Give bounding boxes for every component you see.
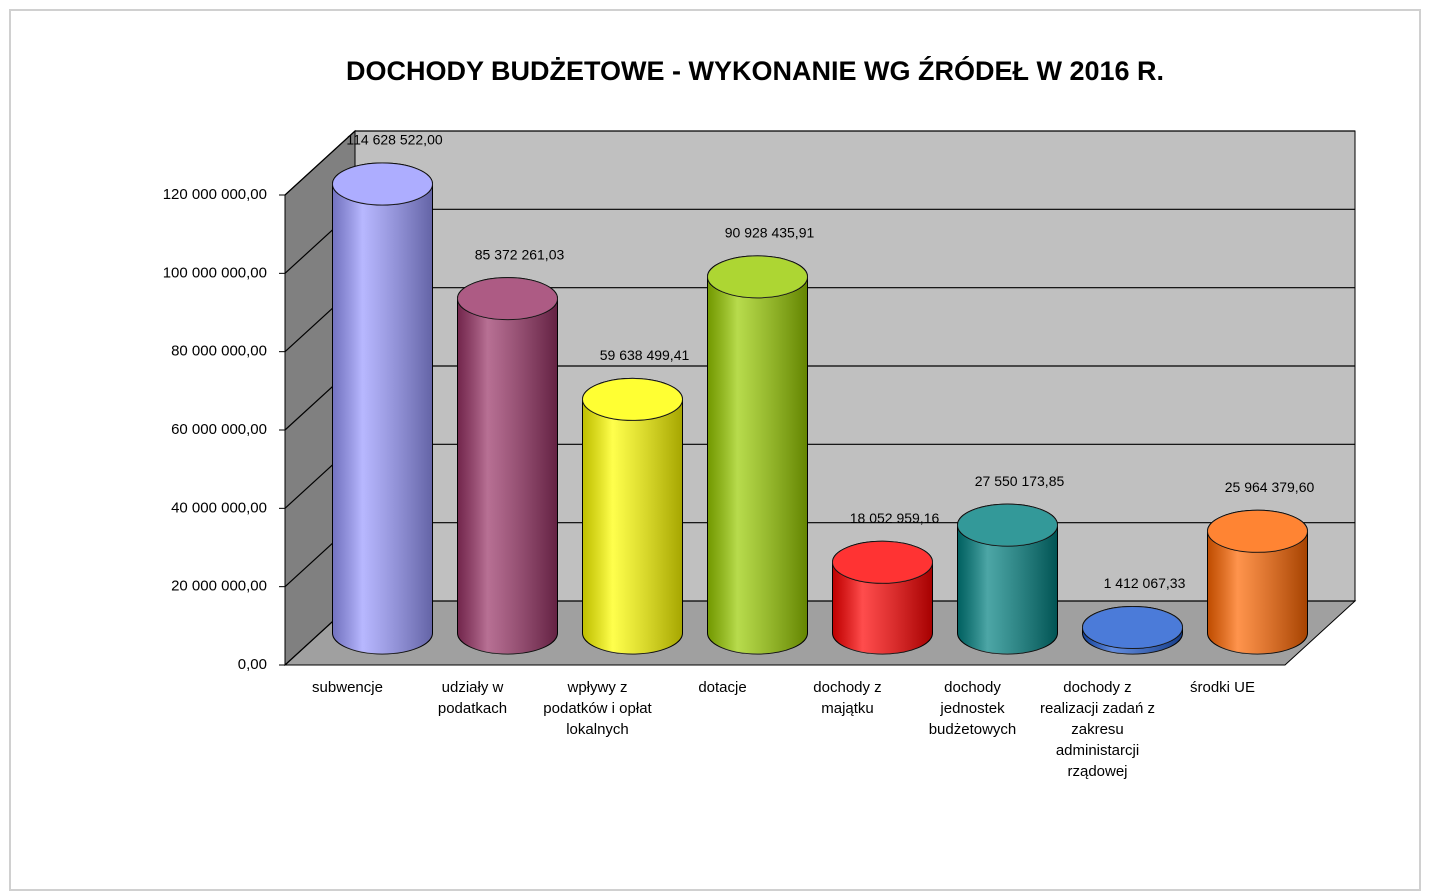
cylinder-shade (457, 277, 558, 654)
x-tick-label: dochody jednostek budżetowych (928, 679, 1017, 738)
cylinder-shade (332, 163, 433, 655)
grid-line (284, 130, 1355, 196)
y-tick-label: 20 000 000,00 (171, 578, 267, 595)
y-tick-label: 60 000 000,00 (171, 421, 267, 438)
cylinder-top-light (582, 378, 683, 421)
y-tick-label: 40 000 000,00 (171, 499, 267, 516)
value-label: 59 638 499,41 (600, 347, 690, 363)
cylinder-shade (707, 255, 808, 654)
x-tick-label: dochody z realizacji zadań z zakresu adm… (1039, 679, 1156, 780)
value-label: 114 628 522,00 (346, 132, 442, 148)
y-tick-label: 120 000 000,00 (163, 186, 267, 203)
cylinder-top (957, 503, 1058, 547)
value-label: 90 928 435,91 (725, 225, 815, 241)
cylinder-top-light (832, 541, 933, 584)
value-label: 85 372 261,03 (475, 246, 565, 262)
cylinder-top-light (957, 504, 1058, 547)
cylinder-top (707, 255, 808, 299)
cylinder-top-light (1207, 510, 1308, 553)
x-tick-label: dotacje (698, 679, 747, 696)
x-tick-label: wpływy z podatków i opłat lokalnych (543, 679, 652, 738)
cylinder-top (1207, 509, 1308, 553)
x-tick-label: subwencje (312, 679, 383, 696)
chart-title: DOCHODY BUDŻETOWE - WYKONANIE WG ŹRÓDEŁ … (346, 55, 1164, 86)
x-tick-label: środki UE (1189, 679, 1256, 696)
value-label: 27 550 173,85 (975, 473, 1065, 489)
value-label: 25 964 379,60 (1225, 479, 1315, 495)
x-tick-label: dochody z majątku (813, 679, 882, 717)
y-tick-label: 80 000 000,00 (171, 343, 267, 360)
cylinder-top-light (332, 163, 433, 206)
cylinder-top (832, 540, 933, 584)
cylinder-top-light (457, 277, 558, 320)
y-tick-label: 0,00 (238, 656, 267, 673)
cylinder-top (457, 277, 558, 321)
floor (283, 600, 1357, 666)
y-tick-label: 100 000 000,00 (163, 264, 267, 281)
value-label: 18 052 959,16 (850, 510, 940, 526)
cylinder-top-light (707, 255, 808, 298)
value-label: 1 412 067,33 (1104, 575, 1186, 591)
cylinder-top (1082, 605, 1183, 649)
x-tick-label: udziały w podatkach (437, 679, 508, 717)
cylinder-top (582, 377, 683, 421)
cylinder-top (332, 162, 433, 206)
cylinder-top-light (1082, 606, 1183, 649)
cylinder-shade (582, 378, 683, 654)
